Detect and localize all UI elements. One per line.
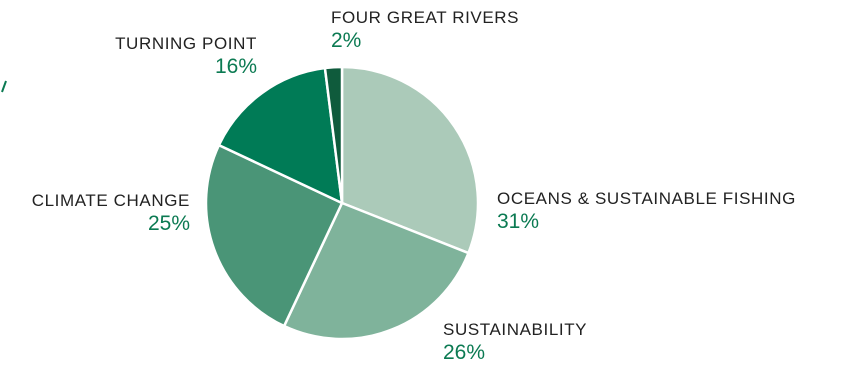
slice-label-climate-change: CLIMATE CHANGE 25% [32,192,190,234]
percent-label: 25% [147,212,190,235]
percent-label: 26% [443,341,486,364]
slice-label-four-great-rivers: FOUR GREAT RIVERS 2% [331,9,519,51]
slice-label-sustainability: SUSTAINABILITY 26% [443,321,587,363]
pie-slice-sustainability [282,201,470,341]
percent-label: 16% [214,55,257,78]
category-label: CLIMATE CHANGE [31,191,190,210]
pie-slice-oceans [340,65,480,255]
slice-label-turning-point: TURNING POINT 16% [115,35,257,77]
slice-label-oceans: OCEANS & SUSTAINABLE FISHING 31% [497,190,796,232]
category-label: TURNING POINT [115,34,257,53]
category-label: FOUR GREAT RIVERS [331,8,520,27]
category-label: OCEANS & SUSTAINABLE FISHING [497,189,796,208]
pie-slice-climate-change [204,143,344,328]
clipped-edge-mark [1,80,7,93]
percent-label: 2% [331,29,362,52]
category-label: SUSTAINABILITY [443,320,588,339]
pie-slice-four-great-rivers [323,65,344,205]
percent-label: 31% [497,210,540,233]
pie-slice-turning-point [217,66,344,205]
